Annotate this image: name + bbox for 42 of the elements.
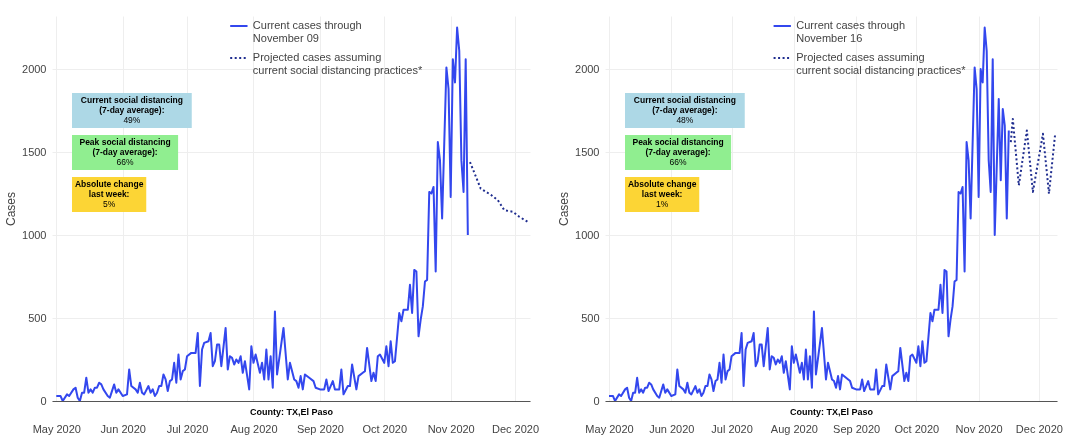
x-tick-label: Nov 2020 <box>427 422 475 435</box>
annotation: Current social distancing (7-day average): 49% <box>80 95 183 125</box>
x-tick-label: Oct 2020 <box>894 422 940 435</box>
y-tick-label: 1000 <box>575 228 600 241</box>
x-tick-label: Jul 2020 <box>166 422 209 435</box>
y-tick-label: 2000 <box>575 62 600 75</box>
y-axis-title: Cases <box>4 191 19 227</box>
x-tick-label: May 2020 <box>585 422 634 435</box>
legend-label: Projected cases assuming current social distancing practices* <box>252 51 423 76</box>
legend-label: Projected cases assuming current social distancing practices* <box>796 51 967 76</box>
x-tick-label: Jun 2020 <box>100 422 146 435</box>
x-tick-label: Jul 2020 <box>711 422 753 435</box>
x-tick-label: Dec 2020 <box>1015 422 1063 435</box>
y-tick-label: 500 <box>28 311 47 324</box>
y-tick-label: 1000 <box>22 228 47 241</box>
x-tick-label: Jun 2020 <box>649 422 695 435</box>
annotation: Absolute change last week: 1% <box>627 179 697 209</box>
x-tick-label: Aug 2020 <box>770 422 818 435</box>
x-tick-label: Sep 2020 <box>833 422 881 435</box>
legend-label: Current cases through November 16 <box>796 19 906 44</box>
x-tick-label: Nov 2020 <box>955 422 1003 435</box>
annotation: Current social distancing (7-day average): 48% <box>633 95 736 125</box>
annotation: Peak social distancing (7-day average): 66% <box>632 137 724 167</box>
line-series <box>1009 117 1056 195</box>
annotation: Peak social distancing (7-day average): 66% <box>79 137 171 167</box>
x-axis-title: County: TX,El Paso <box>789 406 874 417</box>
x-tick-label: Sep 2020 <box>296 422 344 435</box>
y-axis-title: Cases <box>557 191 572 227</box>
y-tick-label: 0 <box>593 394 600 407</box>
y-tick-label: 500 <box>581 311 600 324</box>
y-tick-label: 1500 <box>22 145 47 158</box>
x-tick-label: May 2020 <box>32 422 81 435</box>
y-tick-label: 2000 <box>22 62 47 75</box>
legend-label: Current cases through November 09 <box>252 19 362 44</box>
x-tick-label: Dec 2020 <box>491 422 540 435</box>
annotation: Absolute change last week: 5% <box>74 179 144 209</box>
line-series <box>468 161 529 223</box>
x-tick-label: Oct 2020 <box>362 422 408 435</box>
y-tick-label: 1500 <box>575 145 600 158</box>
y-tick-label: 0 <box>40 394 47 407</box>
x-tick-label: Aug 2020 <box>230 422 278 435</box>
x-axis-title: County: TX,El Paso <box>249 406 334 417</box>
